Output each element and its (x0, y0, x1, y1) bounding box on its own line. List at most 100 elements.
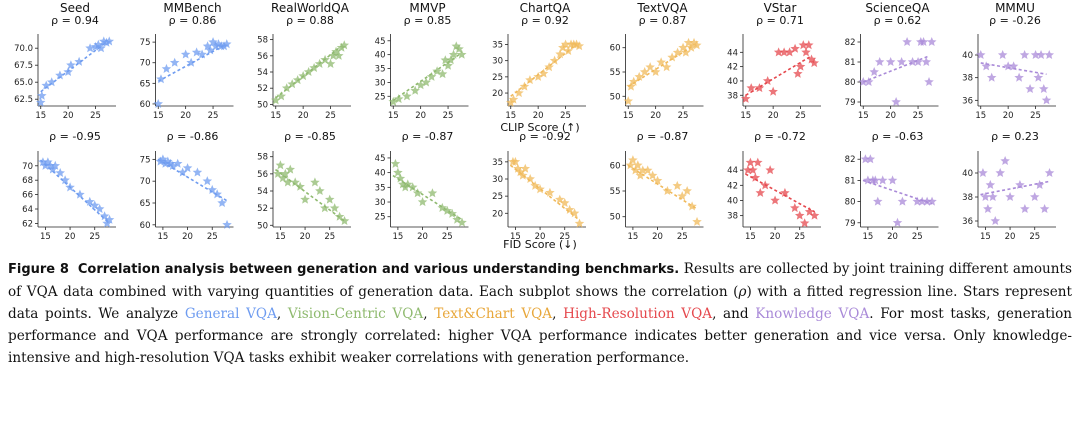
data-point-star (320, 54, 330, 64)
data-point-star (202, 176, 213, 186)
data-point-star (1041, 95, 1052, 105)
data-point-star (1033, 72, 1044, 82)
data-point-star (75, 189, 85, 199)
x-tick-label: 25 (677, 232, 688, 242)
y-tick-label: 56 (257, 52, 268, 62)
regression-line (627, 164, 698, 210)
data-point-star (339, 40, 350, 50)
x-tick-label: 15 (858, 111, 869, 121)
data-point-star (310, 177, 320, 187)
data-point-star (754, 83, 765, 93)
data-point-star (197, 49, 207, 59)
regression-line (862, 55, 930, 83)
data-point-star (638, 165, 648, 175)
data-point-star (1008, 61, 1019, 71)
data-point-star (74, 56, 84, 66)
subplot-title: ScienceQA (865, 1, 930, 15)
data-point-star (315, 186, 325, 196)
x-tick-label: 20 (63, 111, 74, 121)
caption-separator: , and (712, 306, 749, 322)
data-point-star (652, 175, 663, 185)
data-point-star (525, 75, 535, 85)
regression-line (510, 43, 578, 97)
data-point-star (628, 76, 639, 86)
y-tick-label: 65 (140, 79, 151, 89)
data-point-star (35, 97, 46, 107)
data-point-star (46, 77, 57, 87)
data-point-star (924, 77, 934, 87)
data-point-star (1030, 50, 1041, 60)
caption-text: Results are collected by joint training … (8, 261, 1072, 300)
subplot-title: MMMU (995, 1, 1035, 15)
data-point-star (626, 81, 636, 91)
data-point-star (760, 180, 770, 190)
x-tick-label: 15 (627, 232, 638, 242)
data-point-star (790, 203, 800, 213)
x-tick-label: 25 (89, 232, 100, 242)
data-point-star (217, 198, 227, 208)
data-point-star (672, 47, 683, 57)
data-point-star (287, 79, 297, 89)
data-point-star (172, 158, 183, 168)
data-point-star (746, 83, 756, 93)
data-point-star (681, 47, 691, 57)
data-point-star (795, 61, 806, 71)
data-point-star (63, 67, 73, 77)
y-tick-label: 65 (140, 199, 151, 209)
y-tick-label: 30 (375, 198, 386, 208)
category-high-resolution-vqa: High-Resolution VQA (563, 306, 713, 322)
y-tick-label: 40 (962, 169, 973, 179)
y-tick-label: 25 (375, 213, 386, 223)
subplot-realworldqa-fid: ρ = -0.85 15 20 25 50 52 54 56 58 (257, 130, 351, 242)
subplot-vstar-fid: ρ = -0.72 15 20 25 38 40 42 44 (727, 130, 821, 242)
regression-line (980, 180, 1050, 196)
y-tick-label: 58 (257, 36, 268, 46)
y-tick-label: 82 (845, 38, 856, 48)
x-tick-label: 20 (885, 111, 896, 121)
y-tick-label: 40 (727, 196, 738, 206)
category-text-chart-vqa: Text&Chart VQA (434, 306, 553, 322)
data-point-star (574, 218, 585, 228)
y-tick-label: 30 (492, 175, 503, 185)
y-tick-label: 70 (140, 59, 151, 69)
data-point-star (104, 214, 115, 224)
y-tick-label: 82 (845, 155, 856, 165)
data-point-star (96, 43, 106, 53)
data-point-star (918, 37, 929, 47)
data-point-star (1025, 84, 1035, 94)
y-tick-label: 40 (962, 51, 973, 61)
data-point-star (656, 57, 666, 67)
data-point-star (538, 68, 549, 78)
regression-line (745, 55, 812, 96)
data-point-star (870, 175, 881, 185)
data-point-star (1003, 61, 1013, 71)
data-point-star (177, 167, 188, 177)
data-point-star (667, 52, 677, 62)
y-tick-label: 55 (610, 187, 621, 197)
x-tick-label: 25 (324, 232, 335, 242)
data-point-star (37, 90, 47, 100)
regression-line (980, 62, 1047, 76)
y-tick-label: 60 (140, 221, 151, 231)
data-point-star (447, 208, 457, 218)
data-point-star (975, 50, 986, 60)
data-point-star (182, 163, 193, 173)
x-tick-label: 25 (912, 232, 923, 242)
data-point-star (457, 217, 467, 227)
data-point-star (917, 196, 927, 206)
y-tick-label: 58 (257, 153, 268, 163)
subplot-chartqa-fid: ρ = -0.92 15 20 25 20 25 30 35 (492, 130, 586, 242)
data-point-star (743, 165, 753, 175)
data-point-star (186, 57, 196, 67)
caption-separator: , (552, 306, 557, 322)
data-point-star (687, 201, 697, 211)
subplot-title: MMVP (409, 1, 445, 15)
data-point-star (334, 211, 345, 221)
data-point-star (427, 188, 438, 198)
y-tick-label: 60 (140, 100, 151, 110)
subplot-title: ChartQA (520, 1, 571, 15)
